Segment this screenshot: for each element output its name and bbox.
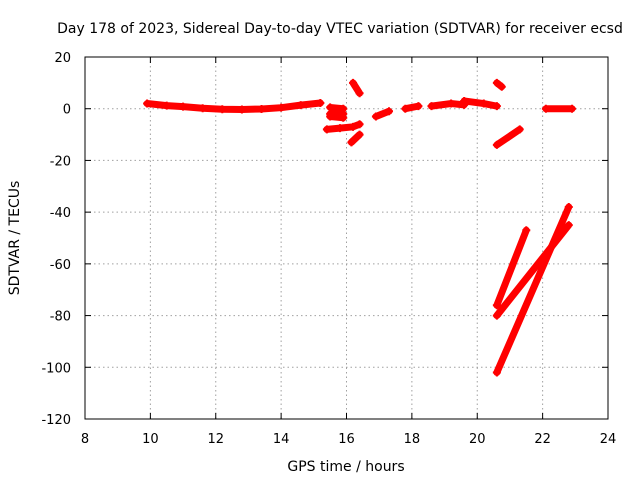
- y-tick-label: -120: [41, 413, 71, 428]
- data-point: [316, 99, 325, 108]
- y-tick-label: 20: [54, 51, 71, 66]
- series-track-11: [460, 96, 501, 111]
- data-point: [257, 104, 266, 113]
- data-point: [564, 221, 573, 230]
- data-track: [323, 120, 364, 133]
- series-track-6: [349, 78, 364, 98]
- data-point: [447, 99, 456, 108]
- data-point: [355, 89, 364, 98]
- data-point: [460, 96, 469, 105]
- data-point: [479, 99, 488, 108]
- series-track-4: [326, 112, 348, 122]
- x-tick-label: 16: [338, 432, 355, 447]
- data-point: [349, 78, 358, 87]
- data-point: [564, 202, 573, 211]
- series-track-16: [492, 221, 573, 320]
- data-track: [347, 131, 364, 146]
- data-point: [198, 104, 207, 113]
- y-axis-label: SDTVAR / TECUs: [7, 181, 23, 296]
- data-track: [493, 226, 530, 309]
- data-point: [384, 107, 393, 116]
- series-track-15: [492, 226, 531, 310]
- data-point: [414, 102, 423, 111]
- data-point: [322, 125, 331, 134]
- data-point: [371, 112, 380, 121]
- grid-layer: [85, 57, 608, 419]
- data-point: [347, 138, 356, 147]
- data-point: [179, 102, 188, 111]
- data-point: [522, 226, 531, 235]
- x-tick-label: 24: [600, 432, 617, 447]
- x-tick-label: 20: [469, 432, 486, 447]
- data-track: [493, 203, 573, 376]
- data-point: [568, 104, 577, 113]
- data-point: [541, 104, 550, 113]
- data-point: [355, 130, 364, 139]
- data-point: [492, 140, 501, 149]
- series-track-17: [492, 202, 573, 377]
- x-tick-label: 8: [81, 432, 89, 447]
- data-point: [492, 368, 501, 377]
- data-point: [335, 124, 344, 133]
- data-point: [349, 122, 358, 131]
- x-tick-label: 18: [404, 432, 421, 447]
- data-point: [492, 102, 501, 111]
- series-track-9: [401, 102, 423, 113]
- series-track-10: [427, 99, 469, 111]
- data-track: [349, 79, 364, 97]
- data-point: [401, 104, 410, 113]
- y-tick-label: 0: [63, 103, 71, 118]
- x-tick-label: 22: [534, 432, 551, 447]
- data-point: [427, 102, 436, 111]
- tick-layer: 8 10 12 14 16 18 20 22 24 -120 -100 -80 -60 -40 -20 0 20: [41, 51, 616, 447]
- chart-title: Day 178 of 2023, Sidereal Day-to-day VTE…: [57, 21, 623, 37]
- data-point: [515, 125, 524, 134]
- data-point: [326, 112, 335, 121]
- data-point: [355, 120, 364, 129]
- data-point: [162, 101, 171, 110]
- data-point: [492, 78, 501, 87]
- x-tick-label: 10: [142, 432, 159, 447]
- y-tick-label: -100: [41, 361, 71, 376]
- y-tick-label: -60: [50, 258, 71, 273]
- x-tick-label: 14: [273, 432, 290, 447]
- series-track-8: [371, 107, 393, 121]
- data-point: [218, 105, 227, 114]
- series-track-7: [347, 130, 364, 147]
- data-point: [492, 301, 501, 310]
- data-point: [277, 103, 286, 112]
- series-track-1: [143, 99, 325, 114]
- data-track: [493, 125, 524, 149]
- series-track-14: [541, 104, 577, 113]
- y-tick-label: -80: [50, 310, 71, 325]
- series-track-12: [492, 78, 506, 91]
- data-point: [143, 99, 152, 108]
- series-track-13: [492, 125, 524, 149]
- y-tick-label: -20: [50, 154, 71, 169]
- x-tick-label: 12: [207, 432, 224, 447]
- series-track-5: [322, 120, 364, 134]
- y-tick-label: -40: [50, 206, 71, 221]
- data-layer: [143, 78, 577, 377]
- data-track: [143, 99, 324, 113]
- data-point: [237, 105, 246, 114]
- data-point: [339, 113, 348, 122]
- data-point: [492, 311, 501, 320]
- data-point: [497, 82, 506, 91]
- x-axis-label: GPS time / hours: [287, 459, 404, 475]
- data-point: [296, 101, 305, 110]
